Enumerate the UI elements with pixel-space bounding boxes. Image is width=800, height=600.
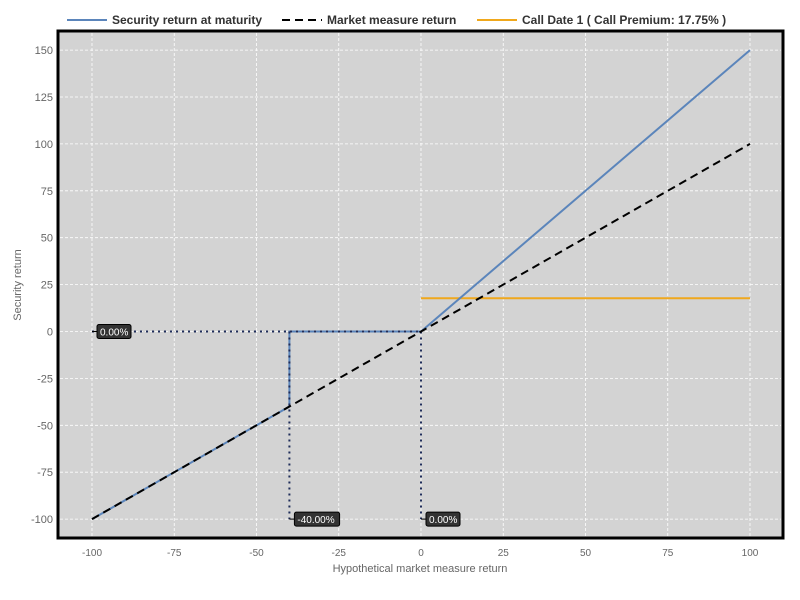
annotation-label: 0.00% [429,515,457,526]
y-tick-label: -75 [37,467,53,479]
grid [60,33,781,536]
series-market-measure-return [91,143,751,520]
annotation-label: 0.00% [100,328,128,339]
legend: Security return at maturity Market measur… [67,13,726,27]
y-tick-label: 150 [35,45,53,57]
annotation-label: -40.00% [297,515,334,526]
x-tick-label: 100 [742,548,759,559]
x-tick-label: 25 [498,548,510,559]
x-tick-label: 50 [580,548,592,559]
y-tick-label: 75 [41,186,53,198]
y-axis-title: Security return [12,249,24,321]
legend-item-label: Market measure return [327,13,456,27]
legend-item-label: Call Date 1 ( Call Premium: 17.75% ) [522,13,726,27]
annotation-label-box [425,511,461,527]
y-tick-label: -100 [31,514,53,526]
legend-item-label: Security return at maturity [112,13,262,27]
series [91,49,751,520]
y-tick-label: 0 [47,327,53,339]
y-tick-label: -25 [37,373,53,385]
x-tick-label: -50 [249,548,264,559]
x-tick-label: 75 [662,548,674,559]
x-tick-label: 0 [418,548,424,559]
x-tick-label: -25 [332,548,347,559]
y-tick-label: 25 [41,280,53,292]
annotation-label-box [96,324,132,339]
y-tick-label: 50 [41,233,53,245]
y-tick-label: 100 [35,139,53,151]
y-tick-label: -50 [37,420,53,432]
x-tick-label: -75 [167,548,182,559]
annotations: 0.00% -40.00% 0.00% [92,324,461,527]
x-tick-label: -100 [82,548,102,559]
annotation-label-box [293,511,341,527]
x-axis-title: Hypothetical market measure return [333,563,508,575]
ticks: -100 -75 -50 -25 0 25 50 75 100 -100 -75 -50 -25 0 25 5… [31,45,759,559]
y-tick-label: 125 [35,92,53,104]
